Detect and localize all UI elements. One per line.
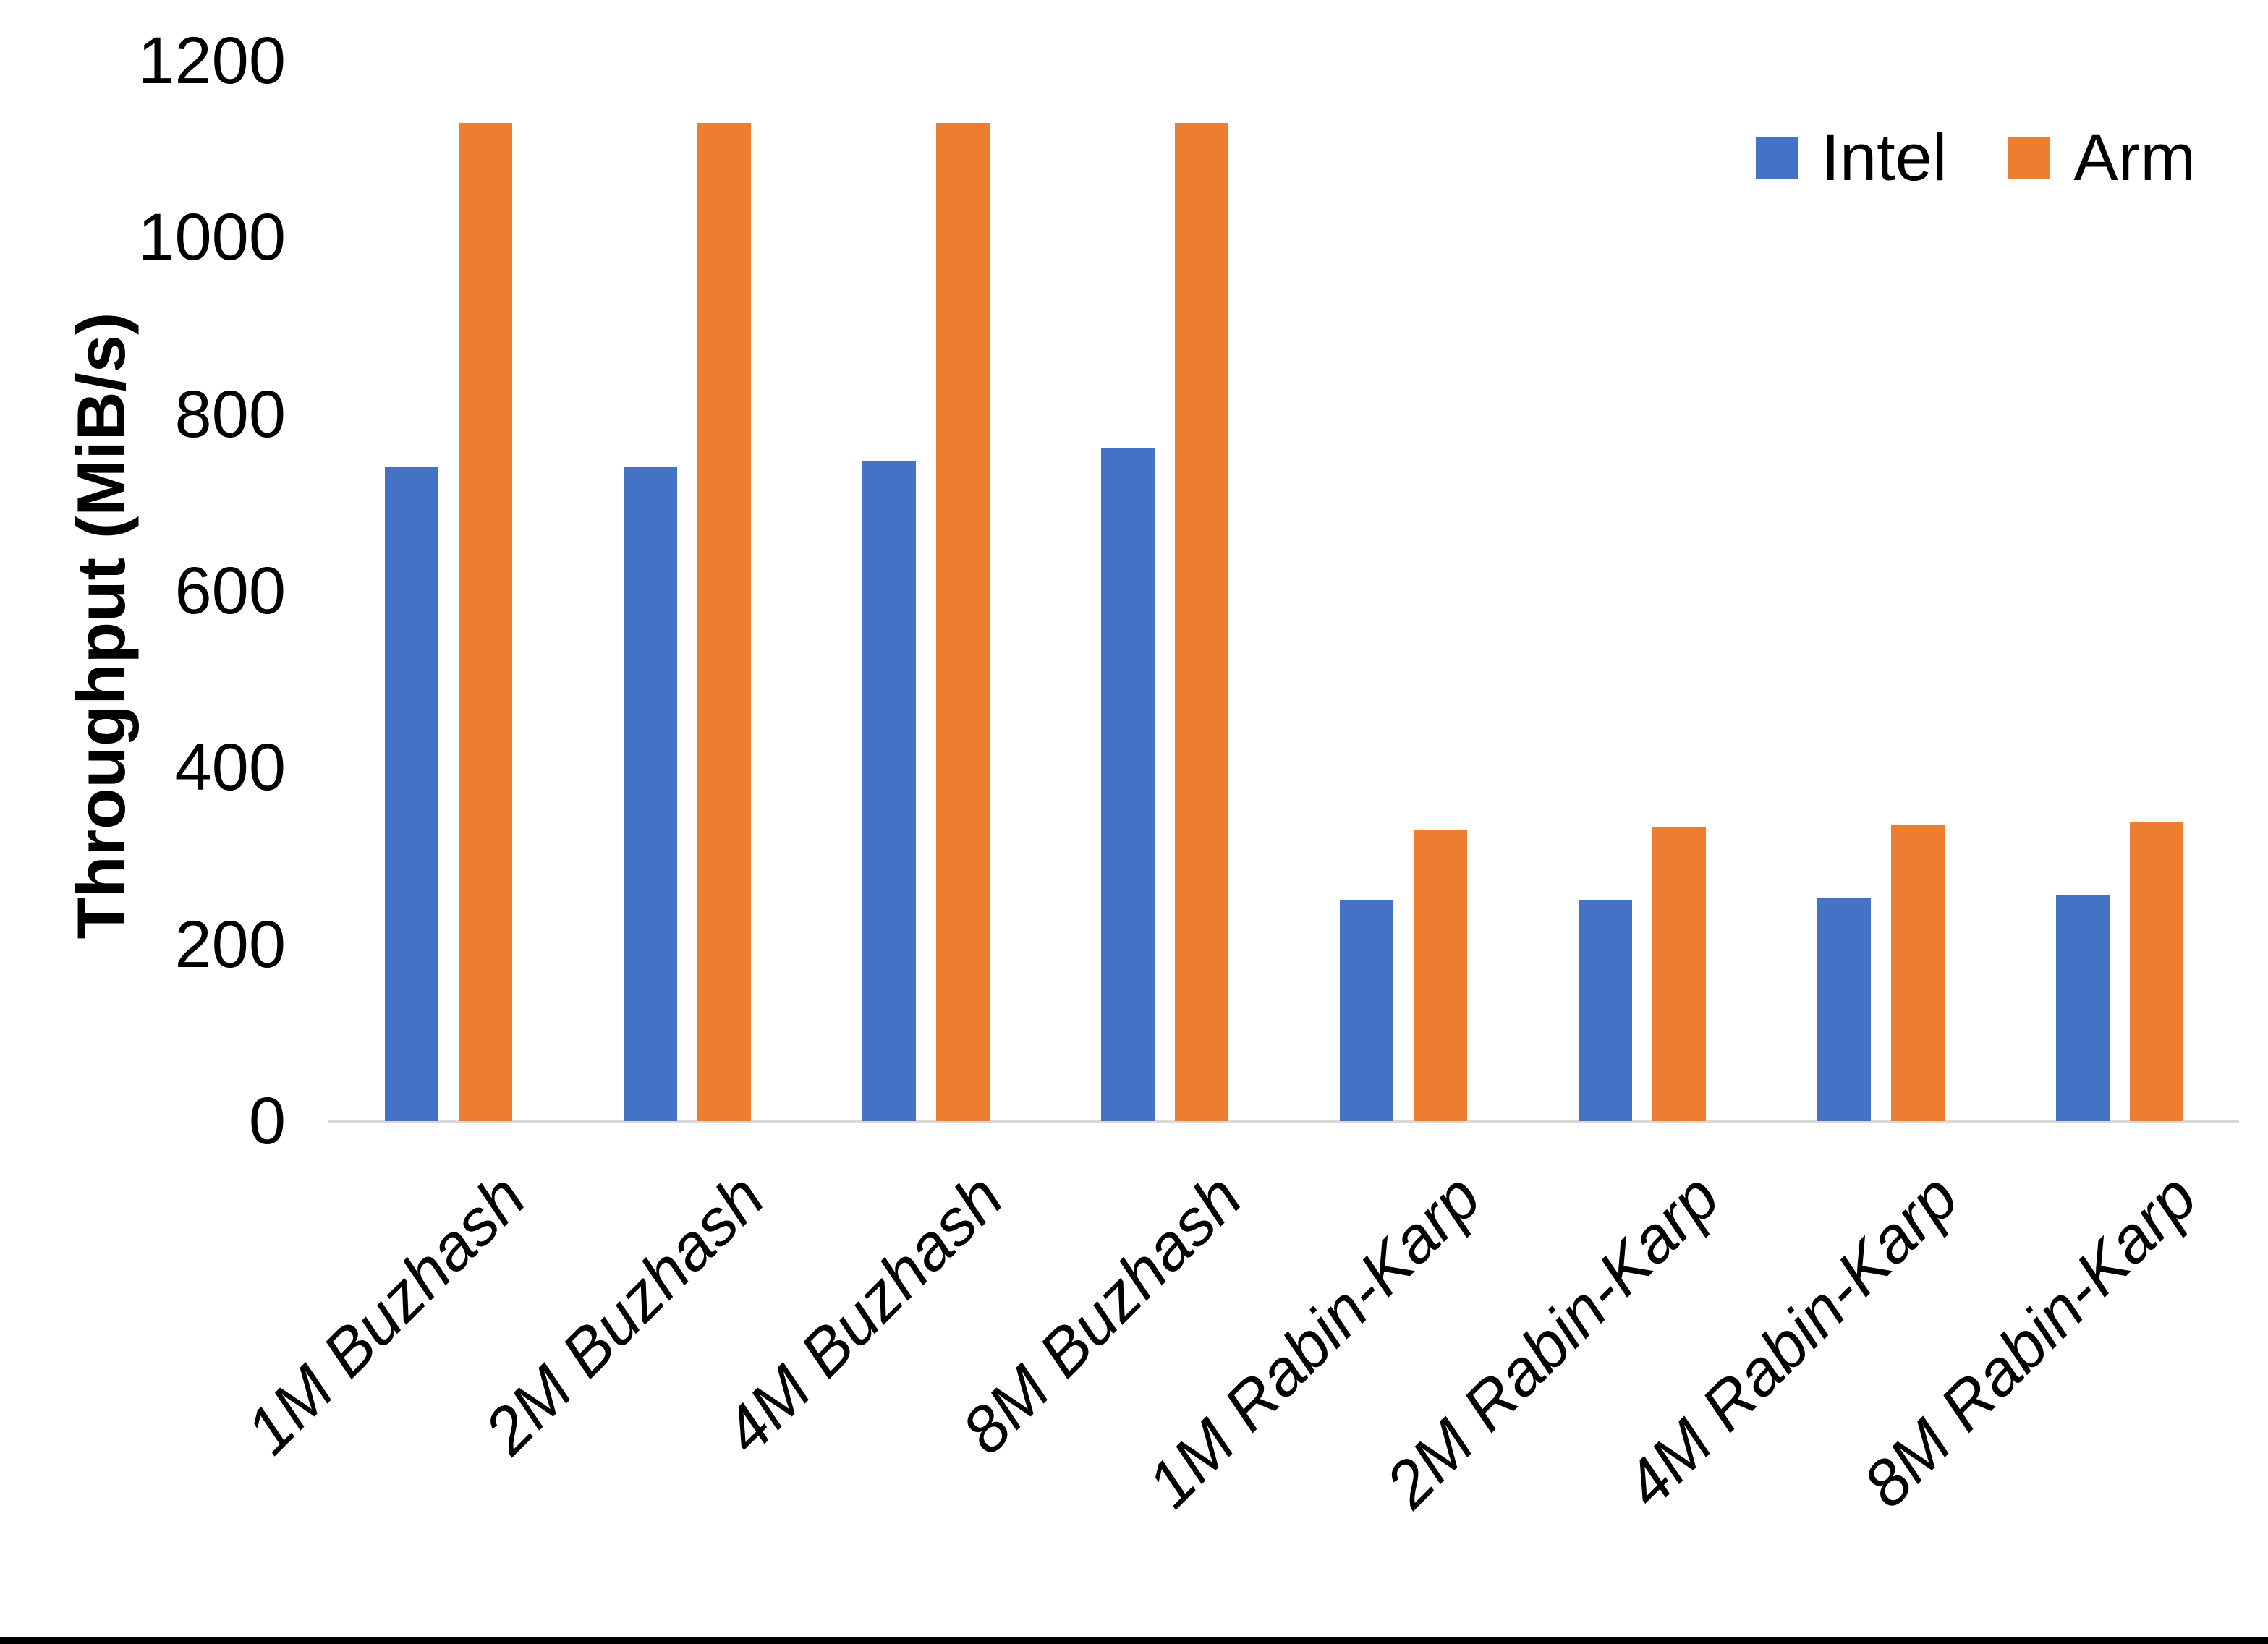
legend: Intel Arm	[1756, 122, 2196, 194]
y-tick-label-1000: 1000	[137, 200, 286, 275]
bar-intel-2m-buzhash	[624, 467, 677, 1121]
bar-arm-4m-buzhash	[936, 123, 990, 1121]
bar-arm-2m-rabin-karp	[1652, 827, 1706, 1121]
bar-arm-1m-buzhash	[459, 123, 512, 1121]
bottom-border	[0, 1637, 2268, 1644]
y-tick-label-1200: 1200	[137, 24, 286, 98]
legend-item-intel: Intel	[1756, 122, 1947, 194]
bar-intel-4m-buzhash	[862, 461, 916, 1121]
y-tick-label-600: 600	[174, 554, 286, 628]
bar-arm-8m-rabin-karp	[2130, 822, 2183, 1121]
y-tick-label-0: 0	[248, 1084, 286, 1158]
legend-label-arm: Arm	[2073, 121, 2196, 195]
bar-intel-1m-buzhash	[385, 467, 438, 1121]
y-tick-label-200: 200	[174, 907, 286, 981]
legend-label-intel: Intel	[1821, 121, 1948, 195]
legend-item-arm: Arm	[2008, 122, 2196, 194]
y-tick-label-400: 400	[174, 731, 286, 805]
bar-intel-4m-rabin-karp	[1817, 898, 1871, 1121]
legend-swatch-intel	[1756, 137, 1798, 179]
y-tick-label-800: 800	[174, 377, 286, 451]
bar-arm-4m-rabin-karp	[1891, 825, 1945, 1121]
bar-intel-8m-rabin-karp	[2056, 895, 2110, 1121]
bar-arm-8m-buzhash	[1175, 123, 1228, 1121]
bar-intel-2m-rabin-karp	[1579, 900, 1632, 1121]
bar-intel-8m-buzhash	[1101, 448, 1155, 1121]
bar-intel-1m-rabin-karp	[1340, 900, 1393, 1121]
bar-arm-2m-buzhash	[697, 123, 751, 1121]
legend-swatch-arm	[2008, 137, 2051, 179]
x-axis-line	[328, 1120, 2239, 1123]
bar-arm-1m-rabin-karp	[1414, 830, 1467, 1121]
